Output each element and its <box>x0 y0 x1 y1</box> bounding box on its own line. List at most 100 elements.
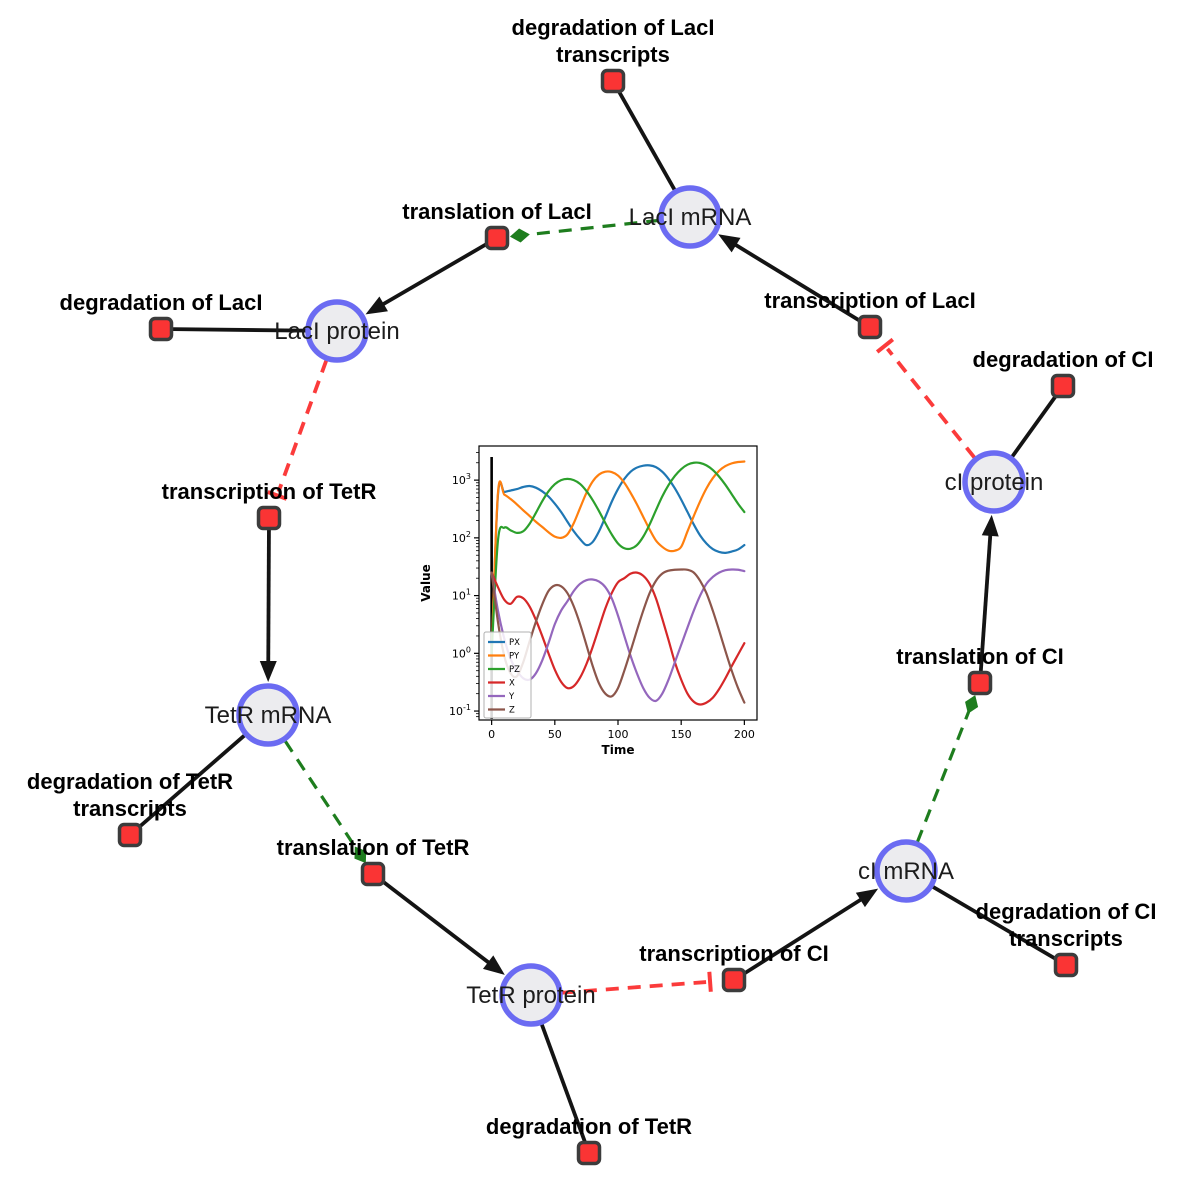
arrowhead-icon <box>718 234 741 253</box>
edge-ci-mrna-to-translation-of-ci <box>915 695 979 843</box>
edge-laci-protein-to-transcription-of-tetr <box>267 359 329 501</box>
inhibition-bar-icon <box>875 337 895 354</box>
process-label-degradation-of-laci-line1: degradation of LacI <box>60 290 263 315</box>
arrowhead-icon <box>259 660 277 683</box>
process-label-degradation-of-tetr-line1: degradation of TetR <box>486 1114 692 1139</box>
edge-tetr-mrna-to-degradation-of-tetr-transcripts <box>137 733 246 829</box>
process-label-degradation-of-ci-line1: degradation of CI <box>973 347 1154 372</box>
y-tick-label: 10-1 <box>449 703 471 718</box>
process-node-degradation-of-laci[interactable] <box>148 316 174 342</box>
process-label-translation-of-laci-line1: translation of LacI <box>402 199 591 224</box>
x-tick-label: 0 <box>488 728 495 741</box>
y-axis-label: Value <box>419 564 433 602</box>
process-node-translation-of-tetr[interactable] <box>360 861 386 887</box>
inhibition-bar-icon <box>707 971 713 992</box>
species-label-tetr-protein: TetR protein <box>466 982 595 1009</box>
process-node-transcription-of-ci[interactable] <box>721 967 747 993</box>
species-label-laci-mrna: LacI mRNA <box>629 204 752 231</box>
x-tick-label: 50 <box>548 728 562 741</box>
species-node-tetr-mrna[interactable] <box>236 683 300 747</box>
species-node-tetr-protein[interactable] <box>499 963 563 1027</box>
species-label-laci-protein: LacI protein <box>274 318 399 345</box>
process-node-degradation-of-ci-transcripts[interactable] <box>1053 952 1079 978</box>
edge-translation-of-tetr-to-tetr-protein <box>381 879 505 975</box>
arrowhead-icon <box>482 955 505 975</box>
diamond-arrowhead-icon <box>354 846 367 864</box>
process-node-translation-of-ci[interactable] <box>967 670 993 696</box>
nodes-layer <box>117 68 1079 1166</box>
process-node-degradation-of-tetr-transcripts[interactable] <box>117 822 143 848</box>
process-node-degradation-of-tetr[interactable] <box>576 1140 602 1166</box>
species-node-ci-protein[interactable] <box>962 450 1026 514</box>
edge-tetr-mrna-to-translation-of-tetr <box>283 739 367 864</box>
process-node-degradation-of-ci[interactable] <box>1050 373 1076 399</box>
edge-translation-of-laci-to-laci-protein <box>365 242 488 315</box>
edge-ci-mrna-to-degradation-of-ci-transcripts <box>931 885 1057 961</box>
process-node-transcription-of-laci[interactable] <box>857 314 883 340</box>
series-PY-line <box>490 460 746 655</box>
edge-tetr-protein-to-degradation-of-tetr <box>539 1023 587 1143</box>
species-node-ci-mrna[interactable] <box>874 839 938 903</box>
arrowhead-icon <box>855 888 879 908</box>
y-tick-label: 101 <box>452 588 471 603</box>
edge-transcription-of-tetr-to-tetr-mrna <box>259 529 277 683</box>
edge-laci-mrna-to-degradation-of-laci-transcripts <box>617 90 677 191</box>
edge-tetr-protein-to-transcription-of-ci <box>561 971 713 995</box>
legend-entry-Z: Z <box>509 706 515 716</box>
arrowhead-icon <box>981 514 999 537</box>
process-label-degradation-of-laci-transcripts-line1: degradation of LacI <box>512 15 715 40</box>
species-node-laci-protein[interactable] <box>305 299 369 363</box>
edge-ci-protein-to-transcription-of-laci <box>875 337 977 459</box>
x-tick-label: 200 <box>734 728 755 741</box>
process-label-degradation-of-ci-transcripts-line2: transcripts <box>1009 926 1123 951</box>
species-label-ci-mrna: cI mRNA <box>858 858 954 885</box>
inhibition-bar-icon <box>267 490 288 501</box>
legend-entry-PY: PY <box>509 652 520 662</box>
legend-entry-PX: PX <box>509 638 520 648</box>
legend-entry-Y: Y <box>508 692 515 702</box>
series-X-line <box>490 571 746 706</box>
series-PX-line <box>490 464 746 655</box>
edge-transcription-of-ci-to-ci-mrna <box>743 888 879 976</box>
edge-transcription-of-laci-to-laci-mrna <box>718 234 861 323</box>
process-label-degradation-of-tetr-transcripts-line2: transcripts <box>73 796 187 821</box>
species-label-ci-protein: cI protein <box>945 469 1044 496</box>
process-label-transcription-of-ci-line1: transcription of CI <box>639 941 828 966</box>
process-label-transcription-of-tetr-line1: transcription of TetR <box>162 479 377 504</box>
process-label-degradation-of-laci-transcripts-line2: transcripts <box>556 42 670 67</box>
edge-laci-mrna-to-translation-of-laci <box>509 218 660 243</box>
process-label-translation-of-tetr-line1: translation of TetR <box>277 835 470 860</box>
legend-entry-PZ: PZ <box>509 665 520 675</box>
axis-ticks: 10-1 100 101 102 103 0 50 100 150 200 <box>449 452 755 741</box>
x-tick-label: 150 <box>671 728 692 741</box>
y-tick-label: 103 <box>452 472 471 487</box>
species-label-tetr-mrna: TetR mRNA <box>205 702 332 729</box>
process-node-transcription-of-tetr[interactable] <box>256 505 282 531</box>
chart-legend: PX PY PZ XYZ <box>483 631 532 719</box>
series-Y-line <box>490 568 746 703</box>
x-axis-label: Time <box>602 743 635 757</box>
diamond-arrowhead-icon <box>509 228 530 243</box>
process-label-degradation-of-ci-transcripts-line1: degradation of CI <box>976 899 1157 924</box>
process-node-translation-of-laci[interactable] <box>484 225 510 251</box>
series-PZ-line <box>490 461 746 655</box>
legend-entry-X: X <box>509 679 515 689</box>
process-label-transcription-of-laci-line1: transcription of LacI <box>764 288 975 313</box>
y-tick-label: 102 <box>452 530 471 545</box>
y-tick-label: 100 <box>452 645 471 660</box>
edge-translation-of-ci-to-ci-protein <box>978 514 999 672</box>
species-node-laci-mrna[interactable] <box>658 185 722 249</box>
labels-layer: LacI mRNA LacI protein TetR mRNA TetR prote… <box>27 15 1157 1139</box>
process-label-translation-of-ci-line1: translation of CI <box>896 644 1063 669</box>
edges-layer <box>137 90 1058 1143</box>
series-Z-line <box>490 568 746 704</box>
edge-laci-protein-to-degradation-of-laci <box>172 327 307 333</box>
diamond-arrowhead-icon <box>965 695 979 714</box>
arrowhead-icon <box>365 296 388 315</box>
process-node-degradation-of-laci-transcripts[interactable] <box>600 68 626 94</box>
series-layer <box>490 460 746 706</box>
edge-ci-protein-to-degradation-of-ci <box>1010 394 1058 458</box>
